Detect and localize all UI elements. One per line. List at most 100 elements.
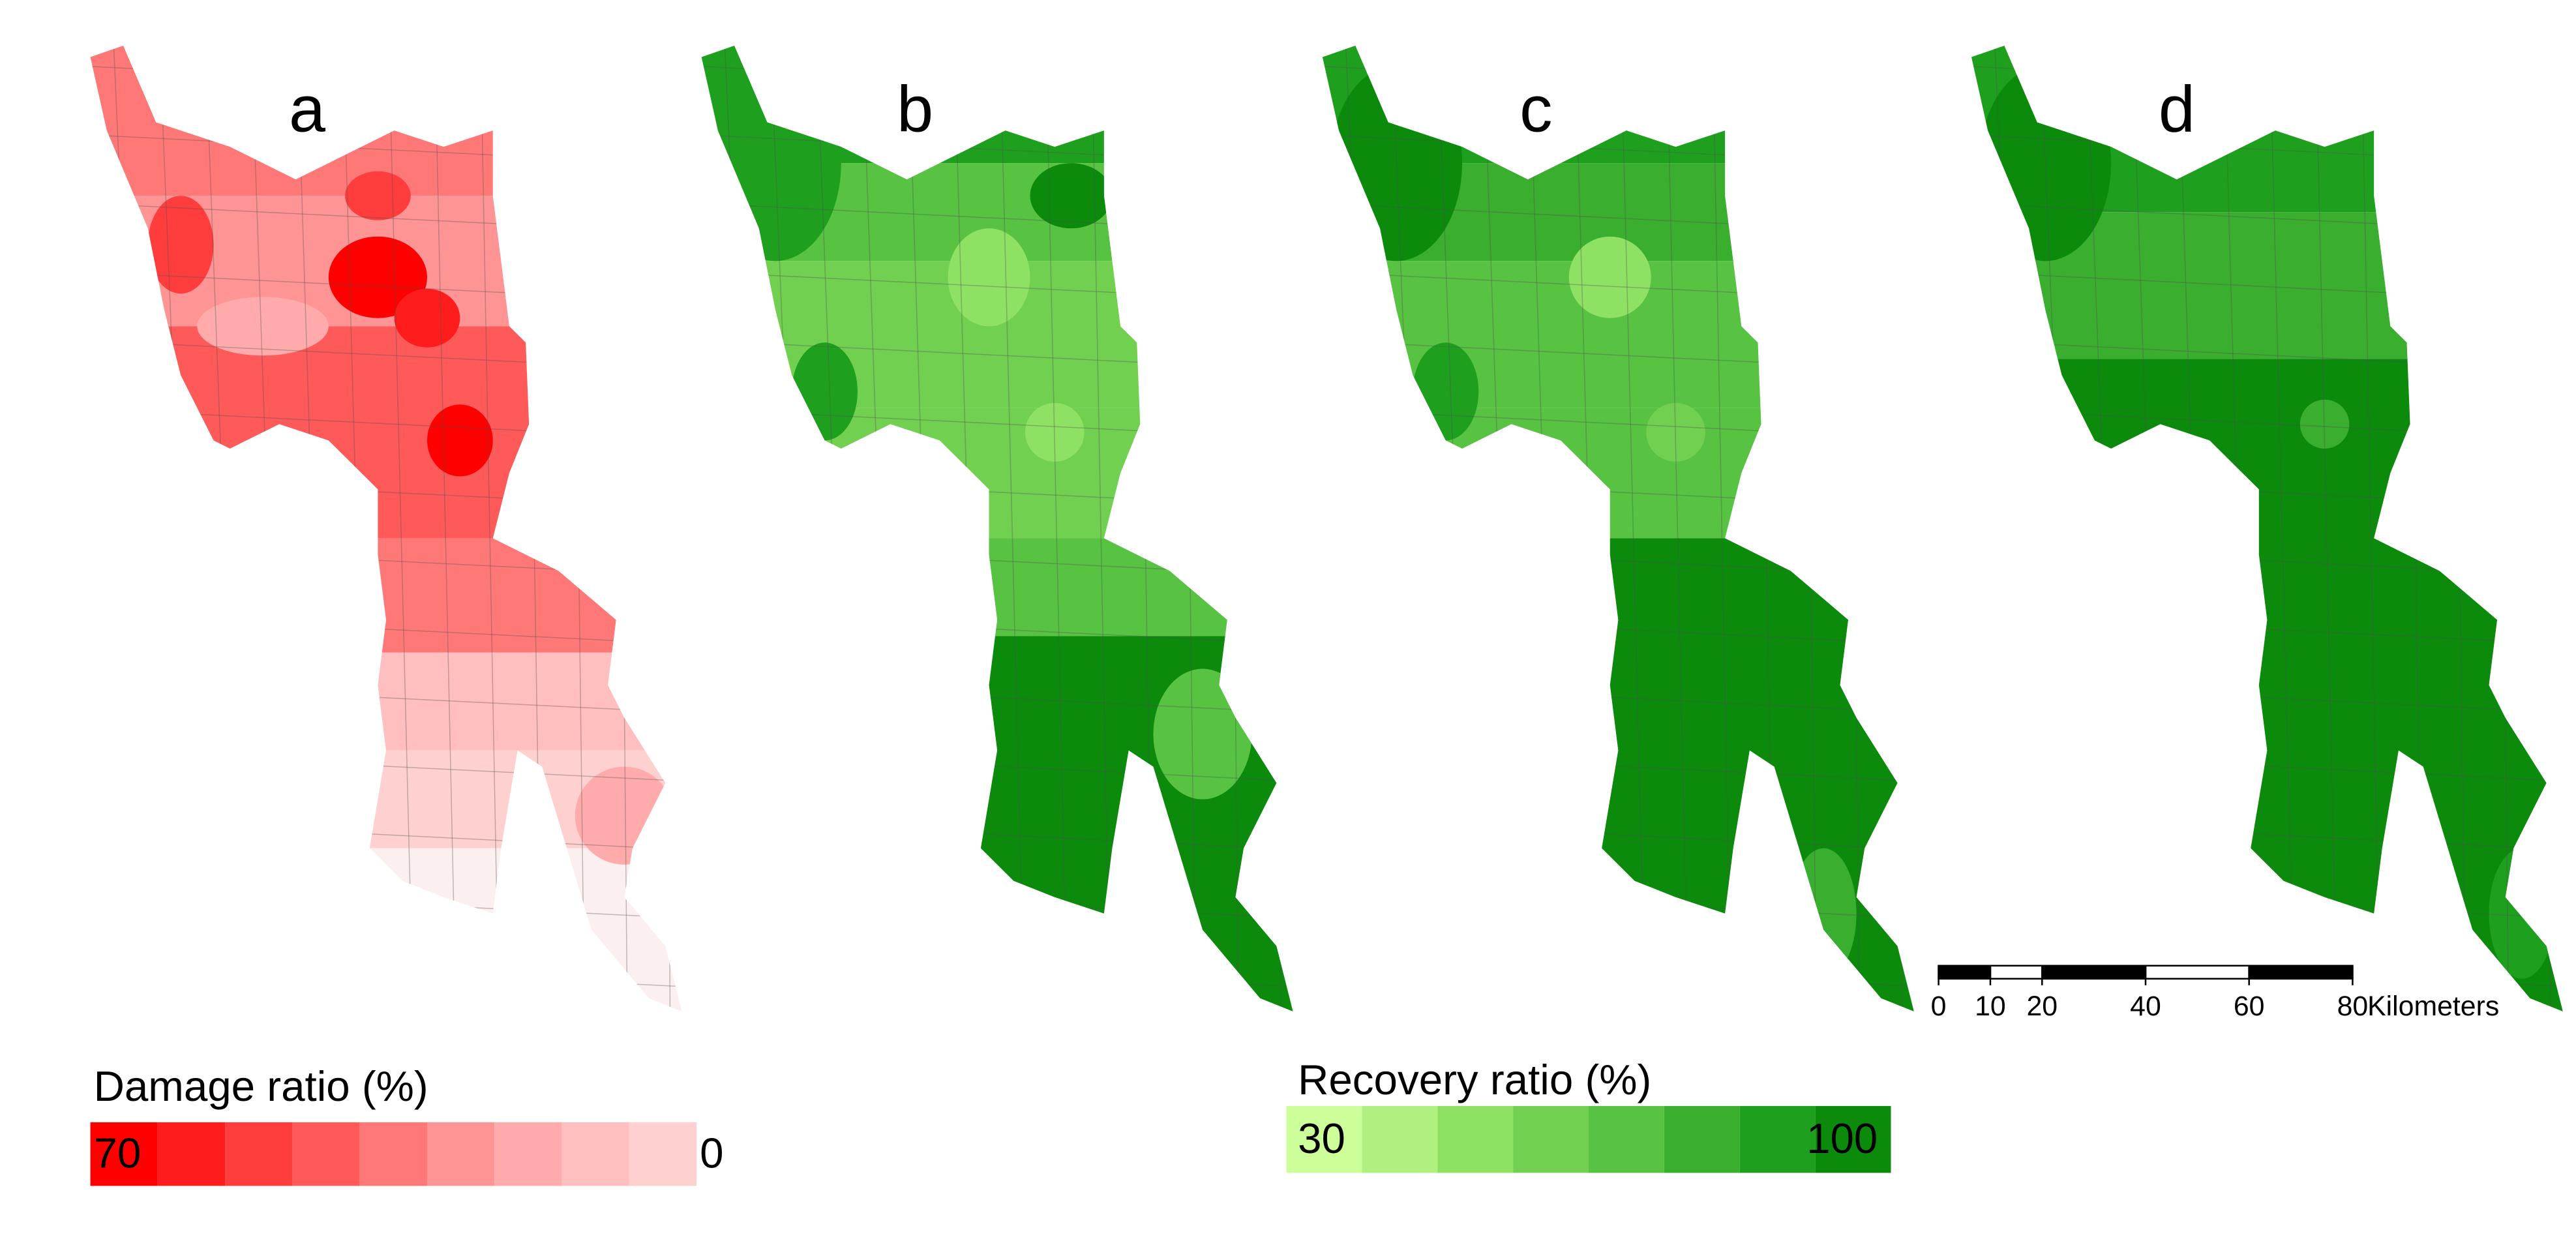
legend-swatch (225, 1122, 293, 1186)
scale-tick-label: 80 (2337, 991, 2369, 1022)
map-panel: b (701, 46, 1293, 1011)
legend-min-label: 30 (1298, 1115, 1345, 1162)
district-border (2176, 46, 2210, 1011)
map-fill (1971, 46, 2563, 1011)
scale-tick-label: 20 (2026, 991, 2058, 1022)
legend-swatch (427, 1122, 495, 1186)
scale-segment (2041, 965, 2147, 980)
district-border (387, 46, 415, 1011)
map-region (1322, 408, 1914, 539)
district-border (433, 46, 458, 1011)
map-region (328, 236, 427, 318)
district-border (1895, 46, 1903, 1011)
scale-segment (2144, 965, 2250, 980)
scale-segment (1938, 965, 1992, 980)
district-border (2406, 46, 2424, 1011)
map-region (90, 326, 682, 539)
district-border (1711, 46, 1732, 1011)
district-border (2314, 46, 2339, 1011)
legend-swatch (1589, 1105, 1664, 1173)
district-border (249, 46, 287, 1011)
legend-swatch (1664, 1105, 1740, 1173)
district-border (1090, 46, 1111, 1011)
legend-swatch (292, 1122, 360, 1186)
legend-max-label: 100 (1806, 1115, 1878, 1162)
district-border (2544, 46, 2552, 1011)
district-border (1619, 46, 1647, 1011)
legend-swatch (1286, 1105, 1362, 1173)
district-border (701, 46, 727, 1011)
map-region (701, 408, 1293, 539)
legend-swatch (90, 1122, 158, 1186)
map-region (1568, 236, 1651, 318)
district-border (1757, 46, 1775, 1011)
legend-swatch (1437, 1105, 1514, 1173)
district-border (1044, 46, 1069, 1011)
legend-swatch (1362, 1105, 1438, 1173)
map-region (2299, 399, 2350, 449)
map-fill (701, 46, 1293, 1011)
map-fill (90, 46, 682, 1011)
district-border (90, 46, 116, 1011)
map-region (2053, 252, 2169, 335)
map-region (1153, 668, 1252, 800)
district-border (2360, 46, 2381, 1011)
map-region (948, 228, 1030, 327)
district-border (90, 65, 682, 98)
map-region (345, 171, 411, 220)
district-border (906, 46, 940, 1011)
district-border (998, 46, 1026, 1011)
map-region (1322, 538, 1914, 1011)
legend-swatch (629, 1122, 697, 1186)
map-panel: c (1322, 46, 1914, 1011)
district-border (860, 46, 898, 1011)
district-border (1971, 46, 1997, 1011)
legend-swatch (359, 1122, 427, 1186)
district-border (1136, 46, 1154, 1011)
map-panel: a (90, 46, 682, 1011)
map-fill (1322, 46, 1914, 1011)
district-border (663, 46, 671, 1011)
district-border (2452, 46, 2466, 1011)
district-border (1322, 46, 1348, 1011)
scale-tick-label: 10 (1975, 991, 2006, 1022)
panel-label: a (289, 73, 325, 146)
district-border (1803, 46, 1818, 1011)
map-region (197, 297, 329, 356)
scale-tick-label: 60 (2234, 991, 2265, 1022)
district-border (295, 46, 329, 1011)
map-region (427, 404, 493, 477)
district-border (2130, 46, 2168, 1011)
map-region (1646, 402, 1705, 462)
scale-segment (1989, 965, 2043, 980)
legend-swatch (1815, 1105, 1891, 1173)
legend-swatch (1739, 1105, 1816, 1173)
scale-tick-label: 40 (2130, 991, 2161, 1022)
district-border (1527, 46, 1561, 1011)
map-region (1030, 163, 1113, 229)
map-region (90, 848, 682, 1011)
district-border (701, 65, 1293, 98)
district-border (1182, 46, 1197, 1011)
legend-min-label: 0 (700, 1130, 723, 1177)
scale-tick-label: 0 (1931, 991, 1947, 1022)
map-region (1971, 359, 2563, 1011)
district-border (1971, 65, 2563, 98)
map-region (701, 538, 1293, 636)
map-region (90, 538, 682, 653)
map-region (575, 766, 674, 865)
district-border (2268, 46, 2296, 1011)
district-border (1322, 65, 1914, 98)
district-border (1274, 46, 1282, 1011)
district-border (571, 46, 586, 1011)
scale-unit: Kilometers (2367, 991, 2499, 1022)
panel-label: c (1520, 73, 1552, 146)
legend-swatch (494, 1122, 562, 1186)
legend-swatch (1513, 1105, 1589, 1173)
district-border (479, 46, 500, 1011)
map-region (147, 196, 214, 294)
district-border (1481, 46, 1519, 1011)
map-region (2489, 848, 2555, 979)
